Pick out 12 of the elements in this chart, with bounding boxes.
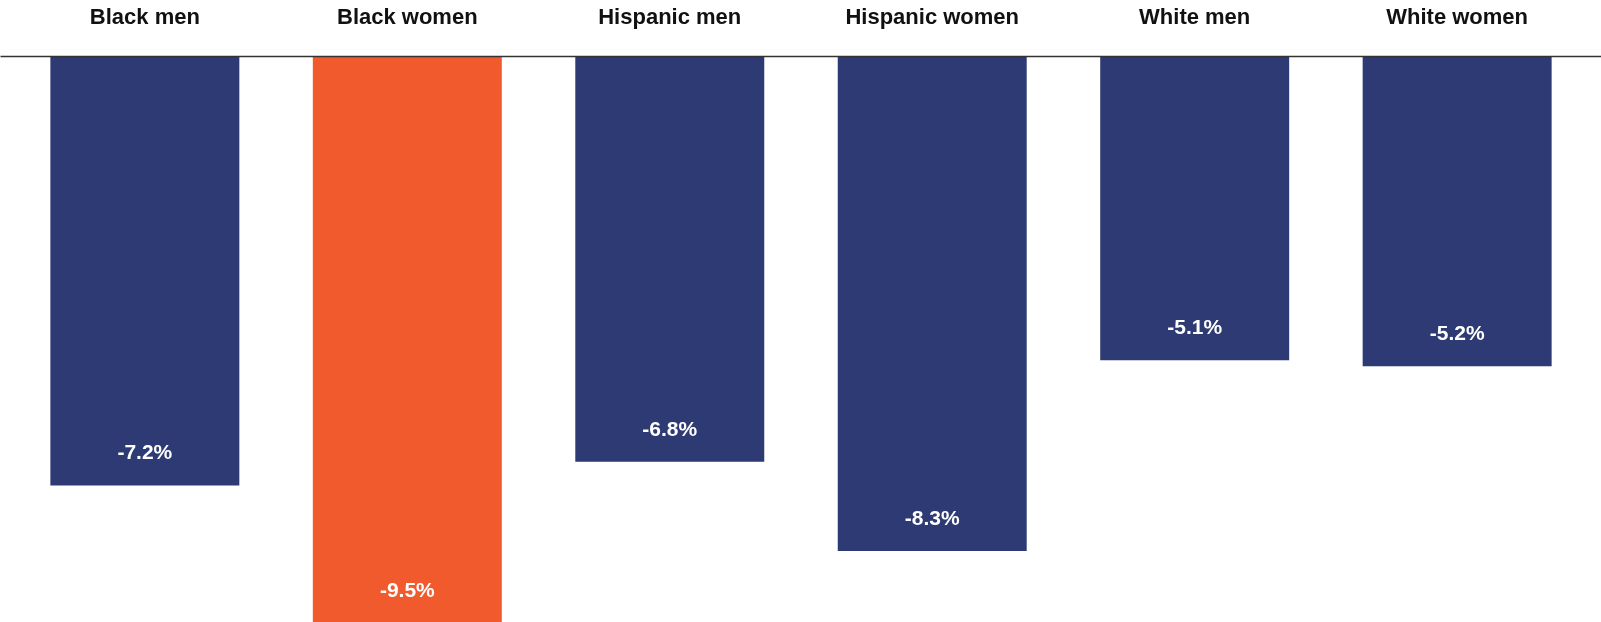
x-tick-label: Hispanic men [598,3,742,29]
x-tick-label: Black men [89,3,200,29]
x-tick-label: Black women [337,3,478,29]
data-label: -6.8% [642,416,698,440]
x-tick-label: Hispanic women [845,3,1020,29]
x-tick-label: White women [1386,3,1529,29]
data-label: -5.1% [1167,315,1223,339]
data-label: -9.5% [379,577,436,601]
data-label: -7.2% [117,440,173,464]
data-label: -8.3% [904,506,960,530]
data-label: -5.2% [1429,321,1485,345]
x-tick-label: White men [1139,3,1251,29]
